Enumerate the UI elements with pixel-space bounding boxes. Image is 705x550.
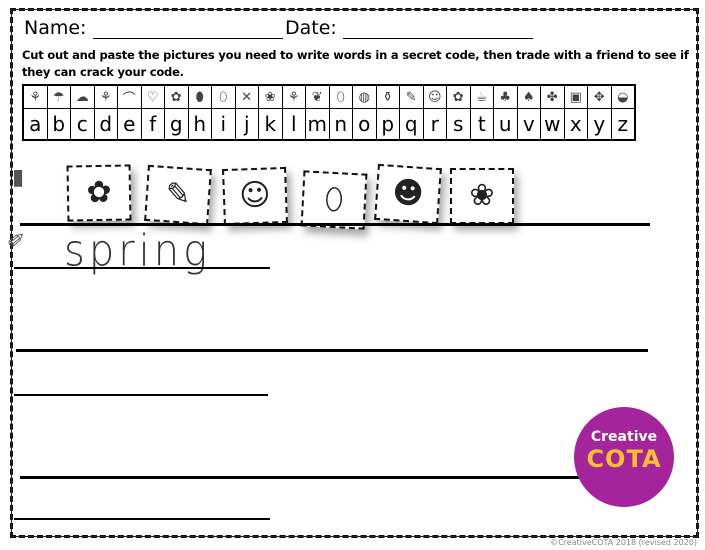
- tree-icon: ♠: [516, 84, 541, 109]
- letter-h: h: [187, 108, 212, 141]
- letter-u: u: [493, 108, 518, 141]
- flowers-card: ✿: [66, 164, 132, 222]
- date-label: Date:: [285, 17, 337, 39]
- letter-v: v: [516, 108, 541, 141]
- page-border: [10, 8, 699, 538]
- rainbow-icon: ⌒: [117, 84, 142, 109]
- bunny-icon: ✥: [587, 84, 612, 109]
- letter-d: d: [93, 108, 118, 141]
- butterfly-icon: ❦: [305, 84, 330, 109]
- letter-b: b: [46, 108, 71, 141]
- tree-icon: ♣: [493, 84, 518, 109]
- basket-icon: ▣: [563, 84, 588, 109]
- letter-l: l: [281, 108, 306, 141]
- flower-card: ❀: [450, 168, 514, 224]
- writing-line: [16, 349, 648, 352]
- letter-k: k: [258, 108, 283, 141]
- letter-e: e: [117, 108, 142, 141]
- logo-line2: COTA: [586, 445, 662, 473]
- writing-line: [20, 476, 580, 479]
- hatching-chick-card: ☻: [374, 163, 442, 225]
- egg-card: ⬯: [300, 170, 368, 230]
- snail-icon: ◒: [610, 84, 636, 109]
- flower-icon: ✿: [164, 84, 189, 109]
- chick-icon: ☺: [422, 84, 447, 109]
- copyright: ©CreativeCOTA 2018 (revised 2020): [550, 538, 697, 547]
- letter-j: j: [234, 108, 259, 141]
- letter-r: r: [422, 108, 447, 141]
- writing-line: [14, 518, 270, 520]
- bird-icon: ✎: [399, 84, 424, 109]
- tulip-icon: ⚘: [281, 84, 306, 109]
- date-line[interactable]: [342, 20, 533, 39]
- letter-f: f: [140, 108, 165, 141]
- egg-icon: ⬯: [211, 84, 236, 109]
- letter-i: i: [211, 108, 236, 141]
- letter-o: o: [352, 108, 377, 141]
- chick-card: ☺: [222, 166, 288, 226]
- earth-icon: ◍: [352, 84, 377, 109]
- letter-n: n: [328, 108, 353, 141]
- letter-m: m: [305, 108, 330, 141]
- date-field[interactable]: Date:: [285, 17, 533, 39]
- potted-plant-icon: ⚱: [375, 84, 400, 109]
- bow-icon: ✕: [234, 84, 259, 109]
- watering-can-icon: ☕: [469, 84, 494, 109]
- name-line[interactable]: [92, 20, 283, 39]
- letter-w: w: [540, 108, 565, 141]
- letter-a: a: [22, 108, 48, 141]
- flower-sprout-icon: ⚘: [22, 84, 48, 109]
- flower-icon: ⚘: [93, 84, 118, 109]
- name-field[interactable]: Name:: [24, 17, 283, 39]
- name-label: Name:: [24, 17, 87, 39]
- letter-g: g: [164, 108, 189, 141]
- logo-line1: Creative: [590, 429, 658, 445]
- writing-line: [14, 267, 270, 269]
- bird-card: ✎: [144, 164, 212, 226]
- instructions: Cut out and paste the pictures you need …: [22, 48, 689, 79]
- letter-s: s: [446, 108, 471, 141]
- creativecota-logo: Creative COTA: [574, 407, 674, 507]
- writing-line: [20, 223, 650, 226]
- letter-z: z: [610, 108, 636, 141]
- heart-icon: ♡: [140, 84, 165, 109]
- bunny-icon: ✤: [540, 84, 565, 109]
- daisy-icon: ❀: [258, 84, 283, 109]
- writing-line: [14, 394, 268, 396]
- umbrella-icon: ☂: [46, 84, 71, 109]
- letter-q: q: [399, 108, 424, 141]
- egg-icon: ⬮: [187, 84, 212, 109]
- letter-p: p: [375, 108, 400, 141]
- flowers-icon: ✿: [446, 84, 471, 109]
- letter-x: x: [563, 108, 588, 141]
- glue-stick-icon: ▮: [12, 165, 25, 190]
- letter-t: t: [469, 108, 494, 141]
- letter-y: y: [587, 108, 612, 141]
- egg-icon: ⬯: [328, 84, 353, 109]
- rain-cloud-icon: ☁: [70, 84, 95, 109]
- letter-c: c: [70, 108, 95, 141]
